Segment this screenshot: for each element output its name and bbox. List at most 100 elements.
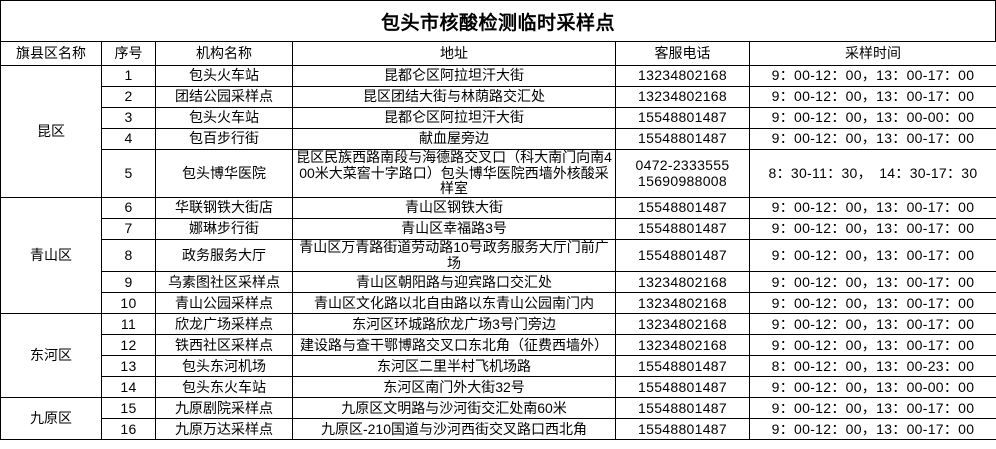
cell-seq: 12 [101,334,156,357]
cell-address: 昆都仑区阿拉坦汗大街 [292,65,616,87]
cell-address: 九原区-210国道与沙河西街交叉路口西北角 [292,418,616,441]
cell-tel: 15548801487 [615,218,750,241]
cell-tel-line: 0472-2333555 [635,156,730,173]
cell-seq: 9 [101,271,156,294]
cell-org: 包百步行街 [155,128,293,150]
cell-tel: 0472-2333555 15690988008 [615,148,750,199]
table-row: 13 包头东河机场 东河区二里半村飞机场路 15548801487 8：00-12：00… [1,355,996,378]
cell-seq: 6 [101,197,156,220]
cell-tel: 13234802168 [615,334,750,357]
cell-org: 九原万达采样点 [155,418,293,441]
table-row: 7 娜琳步行街 青山区幸福路3号 15548801487 9：00-12：00，13：0… [1,218,996,241]
cell-tel: 15548801487 [615,128,750,150]
cell-district: 九原区 [0,397,102,441]
cell-seq: 3 [101,107,156,129]
cell-tel: 15548801487 [615,418,750,441]
cell-tel: 15548801487 [615,397,750,420]
cell-tel: 15548801487 [615,107,750,129]
table-row: 4 包百步行街 献血屋旁边 15548801487 9：00-12：00，13：00-1… [1,128,996,150]
table-row: 青山区 6 华联钢铁大街店 青山区钢铁大街 15548801487 9：00-12：00，… [0,197,996,315]
cell-seq: 15 [101,397,156,420]
cell-seq: 16 [101,418,156,441]
cell-time: 9：00-12：00，13：00-17：00 [749,397,996,420]
cell-address: 昆区团结大街与林荫路交汇处 [292,86,616,108]
cell-seq: 5 [101,148,156,199]
cell-address: 青山区钢铁大街 [292,197,616,220]
cell-seq: 13 [101,355,156,378]
table-row: 16 九原万达采样点 九原区-210国道与沙河西街交叉路口西北角 1554880148… [1,418,996,441]
cell-time: 9：00-12：00，13：00-00：00 [749,376,996,399]
cell-seq: 11 [101,313,156,336]
table-row: 10 青山公园采样点 青山区文化路以北自由路以东青山公园南门内 13234802168… [1,292,996,315]
cell-address: 献血屋旁边 [292,128,616,150]
cell-time: 9：00-12：00，13：00-17：00 [749,86,996,108]
cell-district: 东河区 [0,313,102,399]
cell-time: 9：00-12：00，13：00-17：00 [749,128,996,150]
cell-time: 9：00-12：00，13：00-17：00 [749,313,996,336]
table-row: 9 乌素图社区采样点 青山区朝阳路与迎宾路口交汇处 13234802168 9：00-1… [1,271,996,294]
cell-time: 9：00-12：00，13：00-17：00 [749,197,996,220]
cell-address: 青山区幸福路3号 [292,218,616,241]
cell-address: 建设路与查干鄂博路交叉口东北角（征费西墙外） [292,334,616,357]
page-title: 包头市核酸检测临时采样点 [380,12,615,34]
column-header-district: 旗县区名称 [0,41,102,66]
cell-org: 团结公园采样点 [155,86,293,108]
cell-org: 欣龙广场采样点 [155,313,293,336]
cell-time: 9：00-12：00，13：00-17：00 [749,271,996,294]
cell-address: 东河区环城路欣龙广场3号门旁边 [292,313,616,336]
table-row: 东河区 11 欣龙广场采样点 东河区环城路欣龙广场3号门旁边 13234802168 9：… [0,313,996,399]
table-row: 2 团结公园采样点 昆区团结大街与林荫路交汇处 13234802168 9：00-12：… [1,86,996,108]
table-header-row: 旗县区名称 序号 机构名称 地址 客服电话 采样时间 [0,41,996,66]
cell-tel-line: 15690988008 [638,172,727,189]
cell-tel: 15548801487 [615,376,750,399]
cell-org: 华联钢铁大街店 [155,197,293,220]
cell-org: 包头火车站 [155,65,293,87]
column-header-seq: 序号 [101,41,156,66]
cell-district: 昆区 [0,64,102,199]
cell-seq: 8 [101,239,156,273]
sampling-sites-table: 旗县区名称 序号 机构名称 地址 客服电话 采样时间 昆区 1 包头火车站 昆都仑区阿… [0,41,996,441]
cell-tel: 13234802168 [615,313,750,336]
cell-org: 娜琳步行街 [155,218,293,241]
cell-org: 政务服务大厅 [155,239,293,273]
table-row: 12 铁西社区采样点 建设路与查干鄂博路交叉口东北角（征费西墙外） 132348021… [1,334,996,357]
cell-address: 昆都仑区阿拉坦汗大街 [292,107,616,129]
cell-seq: 7 [101,218,156,241]
cell-org: 铁西社区采样点 [155,334,293,357]
cell-time: 9：00-12：00，13：00-17：00 [749,65,996,87]
table-row: 14 包头东火车站 东河区南门外大街32号 15548801487 9：00-12：00… [1,376,996,399]
cell-tel: 13234802168 [615,271,750,294]
cell-time: 8：00-12：00，13：00-23：00 [749,355,996,378]
cell-seq: 4 [101,128,156,150]
cell-tel: 13234802168 [615,86,750,108]
table-header: 旗县区名称 序号 机构名称 地址 客服电话 采样时间 [0,41,996,66]
cell-org: 包头东河机场 [155,355,293,378]
cell-tel: 13234802168 [615,292,750,315]
column-header-tel: 客服电话 [615,41,750,66]
cell-seq: 2 [101,86,156,108]
cell-tel: 15548801487 [615,355,750,378]
cell-district: 青山区 [0,197,102,315]
page-title-bar: 包头市核酸检测临时采样点 [0,0,996,41]
cell-time: 9：00-12：00，13：00-17：00 [749,418,996,441]
column-header-org: 机构名称 [155,41,293,66]
table-row: 8 政务服务大厅 青山区万青路街道劳动路10号政务服务大厅门前广场 155488014… [1,239,996,273]
cell-address: 东河区南门外大街32号 [292,376,616,399]
cell-address: 昆区民族西路南段与海德路交叉口（科大南门向南400米大菜窖十字路口）包头博华医院… [292,148,616,199]
cell-org: 包头博华医院 [155,148,293,199]
table-row: 5 包头博华医院 昆区民族西路南段与海德路交叉口（科大南门向南400米大菜窖十字路口… [1,148,996,199]
cell-time: 9：00-12：00，13：00-17：00 [749,334,996,357]
cell-time: 9：00-12：00，13：00-17：00 [749,292,996,315]
cell-org: 青山公园采样点 [155,292,293,315]
cell-time: 9：00-12：00，13：00-17：00 [749,218,996,241]
cell-address: 青山区万青路街道劳动路10号政务服务大厅门前广场 [292,239,616,273]
cell-address: 九原区文明路与沙河街交汇处南60米 [292,397,616,420]
cell-time: 9：00-12：00，13：00-00：00 [749,107,996,129]
table-body: 昆区 1 包头火车站 昆都仑区阿拉坦汗大街 13234802168 9：00-12：00，… [0,64,996,441]
cell-address: 青山区文化路以北自由路以东青山公园南门内 [292,292,616,315]
cell-tel: 15548801487 [615,197,750,220]
table-row: 昆区 1 包头火车站 昆都仑区阿拉坦汗大街 13234802168 9：00-12：00，… [0,64,996,199]
column-header-address: 地址 [292,41,616,66]
cell-tel: 15548801487 [615,239,750,273]
